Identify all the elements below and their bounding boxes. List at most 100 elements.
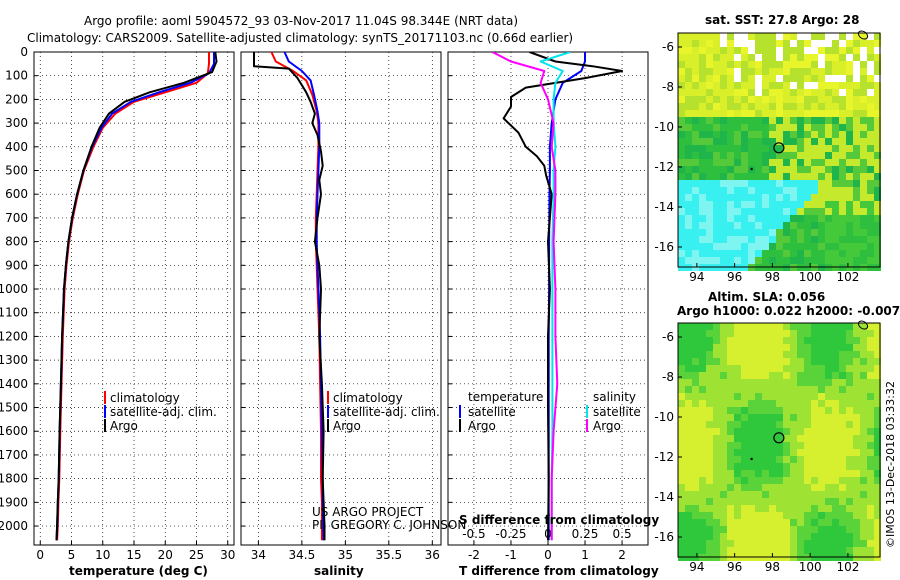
x-tick-label: -2 — [468, 548, 480, 562]
map-cell — [762, 124, 769, 131]
map-cell — [776, 89, 783, 96]
map-cell — [748, 505, 755, 512]
map-cell — [818, 491, 825, 498]
map-cell — [846, 173, 853, 180]
map-cell — [811, 533, 818, 540]
map-cell — [853, 519, 860, 526]
map-cell — [706, 152, 713, 159]
map-cell — [706, 75, 713, 82]
map-cell — [860, 330, 867, 337]
map-cell — [874, 61, 881, 68]
map-cell — [874, 407, 881, 414]
map-cell — [692, 208, 699, 215]
map-cell — [727, 257, 734, 264]
map-cell — [741, 229, 748, 236]
map-cell — [839, 75, 846, 82]
map-cell — [818, 82, 825, 89]
map-cell — [825, 124, 832, 131]
pi-annotation: PI: GREGORY C. JOHNSON — [312, 518, 466, 532]
map-cell — [734, 243, 741, 250]
map-cell — [755, 400, 762, 407]
map-cell — [755, 40, 762, 47]
map-cell — [874, 33, 881, 40]
map-cell — [853, 470, 860, 477]
map-cell — [825, 117, 832, 124]
map-cell — [769, 61, 776, 68]
map-cell — [818, 435, 825, 442]
map-cell — [755, 166, 762, 173]
map-cell — [790, 103, 797, 110]
map-cell — [741, 491, 748, 498]
map-cell — [874, 82, 881, 89]
map-cell — [734, 229, 741, 236]
map-cell — [804, 372, 811, 379]
map-cell — [825, 215, 832, 222]
map-cell — [692, 358, 699, 365]
map-cell — [832, 449, 839, 456]
map-cell — [790, 414, 797, 421]
map-cell — [860, 540, 867, 547]
map-cell — [741, 435, 748, 442]
map-cell — [706, 414, 713, 421]
series-line-s-satellite — [539, 52, 571, 541]
map-cell — [699, 117, 706, 124]
map-cell — [797, 131, 804, 138]
map-cell — [867, 173, 874, 180]
map-cell — [713, 117, 720, 124]
map-cell — [748, 236, 755, 243]
map-cell — [790, 82, 797, 89]
map-cell — [846, 442, 853, 449]
map-cell — [713, 194, 720, 201]
map-cell — [685, 442, 692, 449]
map-cell — [713, 173, 720, 180]
map-cell — [867, 491, 874, 498]
map-cell — [769, 138, 776, 145]
map-cell — [825, 152, 832, 159]
map-cell — [825, 498, 832, 505]
map-cell — [734, 89, 741, 96]
map-cell — [685, 40, 692, 47]
legend-swatch-t-satellite — [459, 405, 461, 418]
depth-tick-label: 900 — [5, 258, 28, 272]
map-cell — [846, 138, 853, 145]
map-cell — [748, 229, 755, 236]
map-cell — [825, 89, 832, 96]
map-cell — [860, 470, 867, 477]
map-cell — [685, 75, 692, 82]
map-cell — [727, 117, 734, 124]
map-cell — [804, 547, 811, 554]
map-cell — [762, 484, 769, 491]
map-cell — [860, 491, 867, 498]
map-cell — [853, 54, 860, 61]
map-cell — [839, 145, 846, 152]
map-cell — [825, 519, 832, 526]
map-cell — [776, 330, 783, 337]
map-cell — [797, 393, 804, 400]
map-cell — [804, 344, 811, 351]
map-x-tick-label: 94 — [689, 270, 704, 284]
map-cell — [734, 82, 741, 89]
map-cell — [685, 505, 692, 512]
map-cell — [741, 96, 748, 103]
map-cell — [713, 428, 720, 435]
map-cell — [748, 250, 755, 257]
map-cell — [811, 194, 818, 201]
map-cell — [853, 372, 860, 379]
map-cell — [762, 257, 769, 264]
map-cell — [811, 358, 818, 365]
map-cell — [825, 40, 832, 47]
map-cell — [839, 222, 846, 229]
imos-credit: ©IMOS 13-Dec-2018 03:33:32 — [884, 381, 897, 548]
map-cell — [706, 180, 713, 187]
map-cell — [727, 456, 734, 463]
map-cell — [699, 236, 706, 243]
map-cell — [811, 215, 818, 222]
map-cell — [874, 470, 881, 477]
map-cell — [804, 208, 811, 215]
map-cell — [762, 75, 769, 82]
map-cell — [720, 491, 727, 498]
map-cell — [741, 40, 748, 47]
map-cell — [811, 82, 818, 89]
map-cell — [790, 491, 797, 498]
